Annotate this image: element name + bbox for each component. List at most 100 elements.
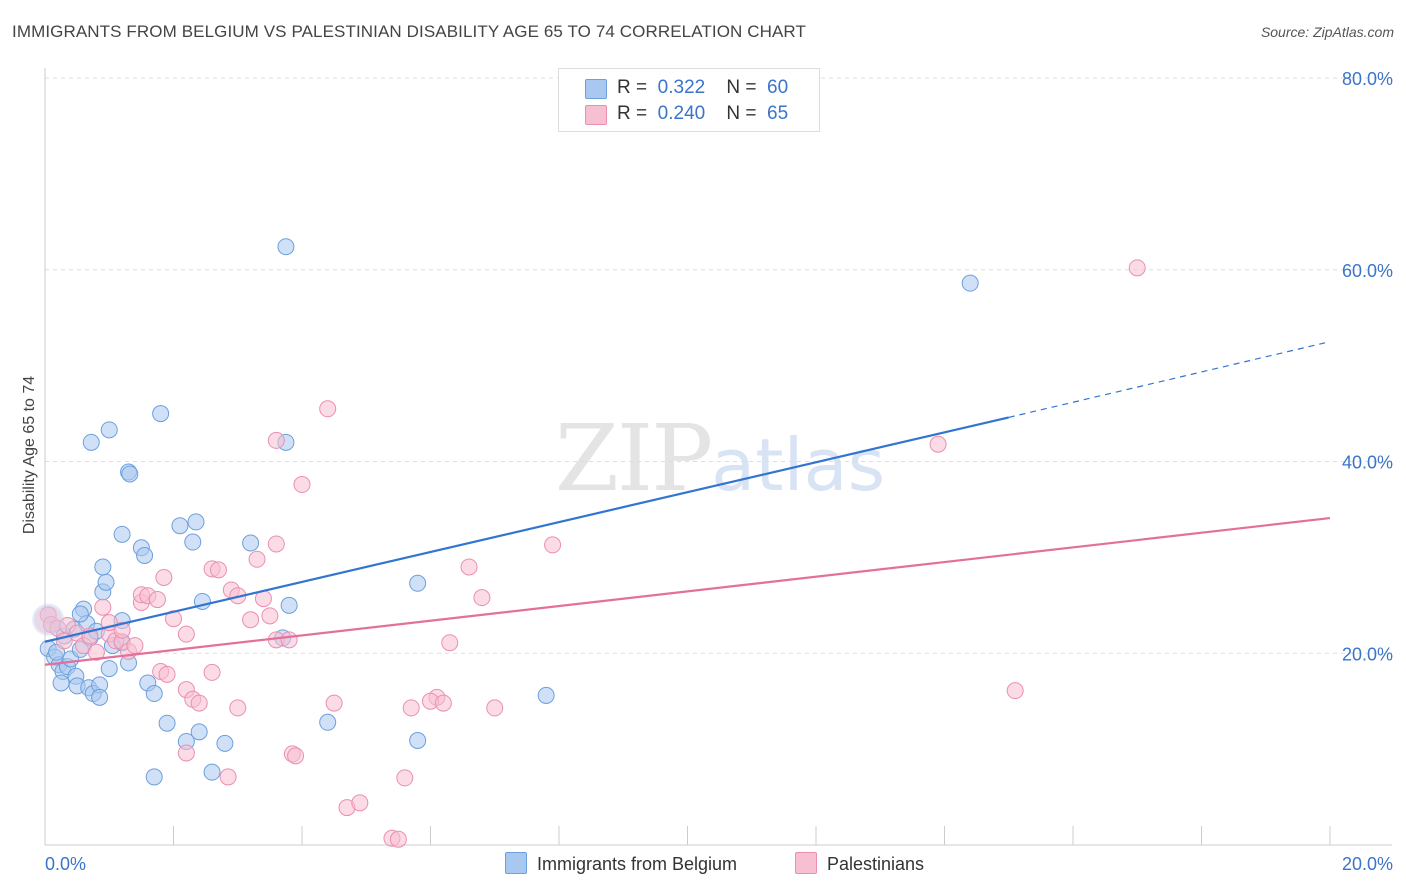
point-belgium-51 xyxy=(319,713,337,731)
point-palestinian-65 xyxy=(1006,682,1024,700)
point-palestinian-54 xyxy=(544,536,562,554)
point-belgium-44 xyxy=(145,685,163,703)
point-palestinian-43 xyxy=(203,663,221,681)
point-belgium-29 xyxy=(136,546,154,564)
bottom-legend-label-palestinians: Palestinians xyxy=(827,854,925,874)
point-belgium-55 xyxy=(277,238,295,256)
point-palestinian-50 xyxy=(486,699,504,717)
legend-n-value-palestinians: 65 xyxy=(767,103,789,124)
chart-title: IMMIGRANTS FROM BELGIUM VS PALESTINIAN D… xyxy=(12,22,806,41)
point-palestinian-30 xyxy=(261,607,279,625)
point-belgium-23 xyxy=(100,660,118,678)
trend-line-palestinian xyxy=(44,516,1331,666)
point-palestinian-23 xyxy=(177,625,195,643)
point-palestinian-60 xyxy=(351,794,369,812)
y-tick-label-2: 60.0% xyxy=(1342,261,1393,281)
legend-text-belgium: R = 0.322 N = 60 xyxy=(617,77,788,99)
cluster-marker-belgium xyxy=(32,603,65,636)
legend-n-value-belgium: 60 xyxy=(767,77,789,98)
point-palestinian-63 xyxy=(396,769,414,787)
point-palestinian-25 xyxy=(209,561,227,579)
point-belgium-36 xyxy=(187,513,205,531)
legend-text-palestinians: R = 0.240 N = 65 xyxy=(617,103,788,125)
point-belgium-31 xyxy=(121,465,139,483)
point-belgium-56 xyxy=(961,274,979,292)
legend-r-value-palestinians: 0.240 xyxy=(657,103,706,124)
y-tick-label-3: 80.0% xyxy=(1342,69,1393,89)
point-belgium-33 xyxy=(82,433,100,451)
point-belgium-48 xyxy=(216,734,234,752)
point-palestinian-52 xyxy=(460,558,478,576)
legend-r-label: R = xyxy=(617,103,648,124)
point-palestinian-8 xyxy=(87,643,105,661)
point-belgium-57 xyxy=(52,674,70,692)
trend-line-belgium xyxy=(44,416,1009,643)
point-belgium-54 xyxy=(537,686,555,704)
legend-n-label: N = xyxy=(726,103,757,124)
point-palestinian-39 xyxy=(158,665,176,683)
bottom-legend-palestinians: Palestinians xyxy=(795,852,924,875)
point-palestinian-49 xyxy=(434,694,452,712)
point-palestinian-44 xyxy=(229,699,247,717)
y-tick-label-0: 20.0% xyxy=(1342,644,1393,664)
legend-swatch-palestinians xyxy=(585,105,607,125)
point-palestinian-42 xyxy=(190,694,208,712)
point-palestinian-46 xyxy=(402,699,420,717)
point-belgium-47 xyxy=(190,723,208,741)
point-palestinian-16 xyxy=(126,637,144,655)
watermark-atlas: atlas xyxy=(711,423,886,507)
watermark-zip: ZIP xyxy=(555,405,713,512)
source-label: Source: ZipAtlas.com xyxy=(1260,24,1394,40)
point-palestinian-55 xyxy=(177,744,195,762)
legend-r-value-belgium: 0.322 xyxy=(657,77,706,98)
point-palestinian-58 xyxy=(287,747,305,765)
trend-line-extension-belgium xyxy=(1008,341,1331,418)
point-palestinian-21 xyxy=(155,569,173,587)
point-belgium-26 xyxy=(94,558,112,576)
point-palestinian-56 xyxy=(219,768,237,786)
legend-n-label: N = xyxy=(726,77,757,98)
point-belgium-45 xyxy=(158,714,176,732)
bottom-legend-swatch-palestinians xyxy=(795,852,817,874)
point-belgium-17 xyxy=(97,573,115,591)
legend-r-label: R = xyxy=(617,77,648,98)
point-palestinian-20 xyxy=(148,591,166,609)
point-palestinian-32 xyxy=(280,631,298,649)
point-belgium-49 xyxy=(203,763,221,781)
x-tick-label-1: 20.0% xyxy=(1342,854,1393,874)
point-palestinian-51 xyxy=(441,634,459,652)
point-belgium-34 xyxy=(152,405,170,423)
point-palestinian-66 xyxy=(1128,259,1146,277)
point-palestinian-45 xyxy=(325,694,343,712)
point-belgium-40 xyxy=(280,596,298,614)
point-palestinian-62 xyxy=(389,830,407,848)
point-palestinian-37 xyxy=(242,611,260,629)
point-belgium-35 xyxy=(171,517,189,535)
point-belgium-58 xyxy=(71,605,89,623)
point-belgium-22 xyxy=(91,688,109,706)
point-belgium-50 xyxy=(145,768,163,786)
point-palestinian-13 xyxy=(94,598,112,616)
point-palestinian-36 xyxy=(319,400,337,418)
point-belgium-39 xyxy=(242,534,260,552)
point-palestinian-35 xyxy=(293,476,311,494)
point-palestinian-28 xyxy=(248,550,266,568)
point-belgium-53 xyxy=(409,731,427,749)
x-tick-label-0: 0.0% xyxy=(45,854,86,874)
legend-box: R = 0.322 N = 60 R = 0.240 N = 65 xyxy=(558,68,820,132)
point-palestinian-53 xyxy=(473,589,491,607)
bottom-legend-swatch-belgium xyxy=(505,852,527,874)
point-belgium-37 xyxy=(184,533,202,551)
legend-swatch-belgium xyxy=(585,79,607,99)
point-palestinian-15 xyxy=(113,621,131,639)
bottom-legend-label-belgium: Immigrants from Belgium xyxy=(537,854,738,874)
point-belgium-32 xyxy=(100,421,118,439)
y-tick-label-1: 40.0% xyxy=(1342,453,1393,473)
point-palestinian-64 xyxy=(929,435,947,453)
point-palestinian-34 xyxy=(267,431,285,449)
bottom-legend-belgium: Immigrants from Belgium xyxy=(505,852,737,875)
watermark: ZIPatlas xyxy=(555,405,885,512)
point-belgium-27 xyxy=(113,525,131,543)
cluster-marker-palestinian xyxy=(34,605,63,634)
